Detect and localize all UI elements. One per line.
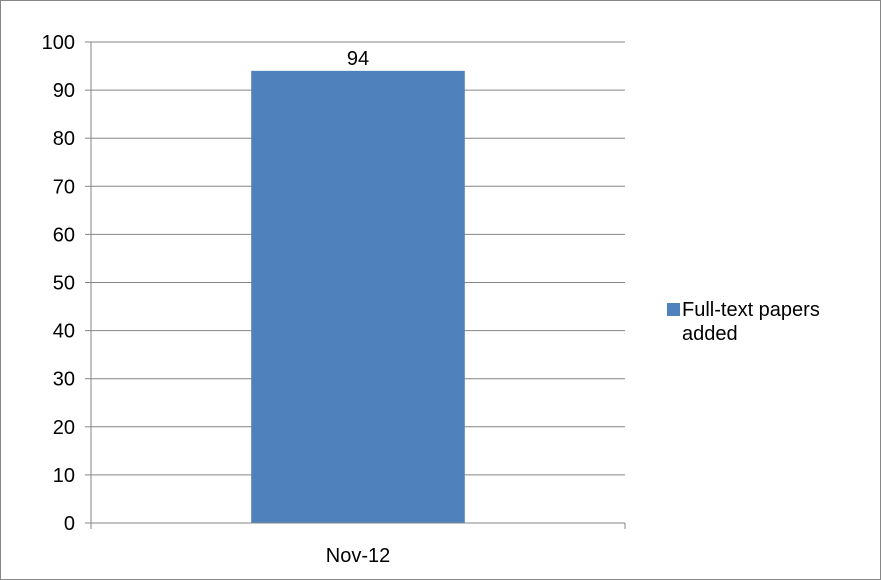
y-tick-label: 30 [53,369,75,391]
data-label: 94 [347,48,369,70]
y-tick-label: 50 [53,273,75,295]
data-labels: 94 [347,48,369,70]
y-tick-label: 0 [64,513,75,535]
y-tick-label: 90 [53,80,75,102]
legend-label: Full-text papers added [682,299,820,345]
y-tick-label: 80 [53,128,75,150]
y-tick-label: 60 [53,224,75,246]
bar [251,70,465,524]
x-tick-label: Nov-12 [326,545,390,567]
legend: Full-text papers added [667,298,872,346]
y-axis-tick-labels: 0 10 20 30 40 50 60 70 80 90 100 [42,32,75,535]
y-tick-label: 100 [42,32,75,54]
bars [251,70,465,524]
y-tick-label: 20 [53,417,75,439]
y-tick-label: 10 [53,465,75,487]
y-tick-label: 40 [53,321,75,343]
axes [85,41,626,529]
y-tick-label: 70 [53,176,75,198]
legend-swatch [667,303,680,316]
x-axis-tick-labels: Nov-12 [326,545,390,567]
